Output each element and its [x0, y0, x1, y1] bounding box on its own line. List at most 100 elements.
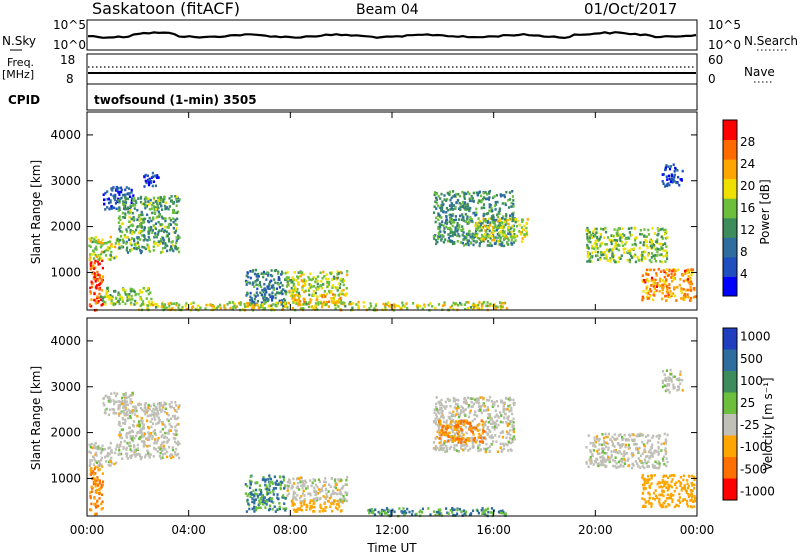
power-cell-r12 — [659, 260, 661, 263]
power-cell-r6 — [266, 271, 268, 274]
power-cell-r0 — [101, 304, 103, 307]
power-cell-r3 — [148, 236, 150, 239]
velocity-cell-r8 — [501, 450, 503, 453]
power-cell-r10 — [457, 199, 459, 202]
power-cell-r5 — [119, 296, 121, 299]
velocity-cell-r0 — [97, 505, 99, 508]
velocity-cell-r4 — [251, 501, 253, 504]
power-cell-r13 — [671, 273, 673, 276]
velocity-cell-r11 — [674, 490, 676, 493]
velocity-cell-r11 — [647, 475, 649, 478]
velocity-cell-r2 — [154, 438, 156, 441]
velocity-cell-r8 — [496, 400, 498, 403]
velocity-cell-r2 — [118, 449, 120, 452]
power-cell-r11 — [514, 239, 516, 242]
power-cell-r12 — [617, 234, 619, 237]
power-cell-r5 — [140, 291, 142, 294]
power-cell-r8 — [331, 297, 333, 300]
power-cell-r7 — [332, 284, 334, 287]
power-cell-r10 — [470, 242, 472, 245]
velocity-cell-r10 — [644, 461, 646, 464]
velocity-cell-r8 — [464, 447, 466, 450]
velocity-cell-r11 — [694, 497, 696, 500]
velocity-cell-r9 — [481, 419, 483, 422]
power-cell-r10 — [480, 195, 482, 198]
power-cell-r6 — [281, 293, 283, 296]
power-cell-r10 — [475, 208, 477, 211]
noise-right-label: N.Search — [744, 34, 798, 48]
power-cell-r11 — [515, 218, 517, 221]
power-cell-r13 — [649, 295, 651, 298]
power-cell-r9 — [375, 305, 377, 308]
velocity-cell-r11 — [667, 484, 669, 487]
velocity-cell-r1 — [90, 452, 92, 455]
power-ytick-label-2: 3000 — [50, 174, 81, 188]
velocity-cell-r2 — [135, 406, 137, 409]
power-cell-r13 — [645, 292, 647, 295]
power-cell-r3 — [176, 227, 178, 230]
velocity-cell-r10 — [638, 457, 640, 460]
power-cell-r3 — [149, 217, 151, 220]
power-cell-r0 — [97, 274, 99, 277]
velocity-cell-r11 — [689, 499, 691, 502]
velocity-cell-r10 — [596, 450, 598, 453]
power-cell-r12 — [660, 228, 662, 231]
velocity-cell-r5 — [313, 490, 315, 493]
power-cell-r3 — [155, 227, 157, 230]
power-colorbar-tick-2: 12 — [740, 223, 755, 237]
velocity-cell-r8 — [492, 436, 494, 439]
velocity-cell-r2 — [162, 453, 164, 456]
power-cell-r9 — [473, 304, 475, 307]
velocity-cell-r7 — [393, 511, 395, 514]
power-cell-r12 — [621, 227, 623, 230]
power-cell-r9 — [192, 305, 194, 308]
velocity-cell-r8 — [478, 402, 480, 405]
velocity-cell-r2 — [172, 446, 174, 449]
velocity-cell-r2 — [125, 448, 127, 451]
power-cell-r3 — [122, 200, 124, 203]
power-cell-r11 — [507, 219, 509, 222]
velocity-cell-r8 — [498, 435, 500, 438]
velocity-cell-r2 — [174, 451, 176, 454]
power-cell-r3 — [131, 224, 133, 227]
power-cell-r3 — [134, 207, 136, 210]
velocity-cell-r11 — [691, 475, 693, 478]
power-cell-r3 — [136, 218, 138, 221]
velocity-cell-r5 — [298, 477, 300, 480]
power-cell-r12 — [595, 231, 597, 234]
velocity-cell-r10 — [594, 436, 596, 439]
velocity-cell-r2 — [175, 404, 177, 407]
power-cell-r6 — [249, 270, 251, 273]
power-cell-r2 — [126, 186, 128, 189]
power-cell-r11 — [519, 224, 521, 227]
velocity-cell-r11 — [662, 490, 664, 493]
velocity-cell-r0 — [90, 473, 92, 476]
power-cell-r5 — [113, 290, 115, 293]
velocity-cell-r3 — [117, 408, 119, 411]
power-cell-r3 — [133, 197, 135, 200]
power-cell-r10 — [494, 195, 496, 198]
velocity-cell-r4 — [266, 503, 268, 506]
velocity-cell-r1 — [109, 453, 111, 456]
velocity-cell-r8 — [456, 450, 458, 453]
power-cell-r13 — [653, 269, 655, 272]
velocity-cell-r4 — [280, 488, 282, 491]
power-cell-r1 — [110, 254, 112, 257]
velocity-cell-r10 — [592, 442, 594, 445]
velocity-cell-r8 — [513, 404, 515, 407]
velocity-cell-r10 — [614, 433, 616, 436]
power-cell-r14 — [664, 169, 666, 172]
velocity-cell-r8 — [435, 437, 437, 440]
power-cell-r7 — [312, 278, 314, 281]
velocity-cell-r8 — [462, 407, 464, 410]
power-cell-r7 — [315, 292, 317, 295]
power-cell-r9 — [284, 301, 286, 304]
power-cell-r10 — [463, 244, 465, 247]
velocity-cell-r10 — [649, 449, 651, 452]
velocity-cell-r5 — [321, 490, 323, 493]
velocity-cell-r2 — [137, 444, 139, 447]
velocity-cell-r11 — [665, 486, 667, 489]
power-cell-r12 — [659, 254, 661, 257]
power-cell-r9 — [369, 302, 371, 305]
velocity-cell-r5 — [325, 481, 327, 484]
